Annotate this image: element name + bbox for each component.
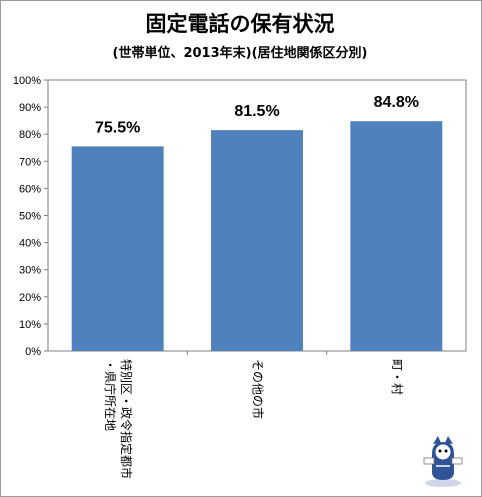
bar	[71, 146, 164, 351]
y-tick-label: 60%	[19, 183, 41, 195]
y-tick-label: 20%	[19, 292, 41, 304]
data-label: 75.5%	[95, 119, 140, 136]
bar	[350, 121, 443, 351]
category-label: 町・村	[390, 359, 404, 395]
category-label: ・県庁所在地	[103, 359, 117, 431]
y-tick-label: 30%	[19, 265, 41, 277]
category-label: 特別区・政令指定都市	[119, 359, 134, 479]
y-tick-label: 10%	[19, 319, 41, 331]
y-tick-label: 70%	[19, 156, 41, 168]
y-tick-label: 40%	[19, 238, 41, 250]
chart-subtitle: (世帯単位、2013年末)(居住地関係区分別)	[112, 46, 368, 61]
y-tick-label: 50%	[19, 211, 41, 223]
y-tick-label: 80%	[19, 129, 41, 141]
y-tick-label: 100%	[13, 75, 41, 87]
data-label: 81.5%	[234, 103, 279, 120]
data-label: 84.8%	[374, 94, 419, 111]
y-tick-label: 90%	[19, 102, 41, 114]
mascot-figure	[418, 428, 468, 488]
y-tick-label: 0%	[25, 346, 41, 358]
category-label: その他の市	[251, 359, 266, 419]
bar	[211, 130, 303, 351]
chart-title: 固定電話の保有状況	[145, 12, 335, 36]
